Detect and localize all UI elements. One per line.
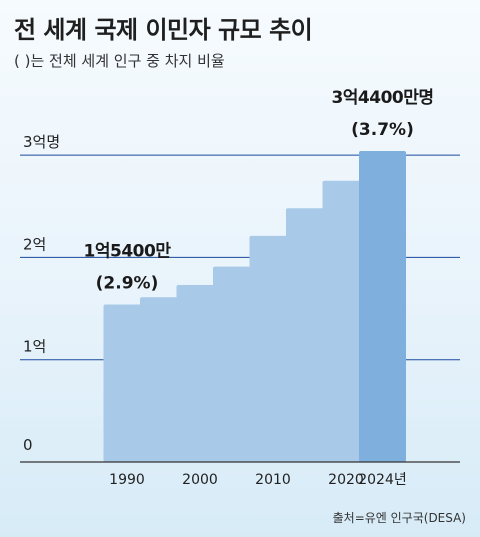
bar bbox=[213, 266, 260, 462]
x-tick-label: 1990 bbox=[109, 472, 145, 488]
bar bbox=[286, 208, 333, 462]
chart-subtitle: ( )는 전체 세계 인구 중 차지 비율 bbox=[14, 52, 225, 70]
share-annotation: (3.7%) bbox=[351, 120, 414, 140]
bar bbox=[176, 285, 224, 462]
bar bbox=[103, 304, 151, 462]
bar bbox=[249, 235, 297, 462]
y-tick-label: 0 bbox=[23, 436, 33, 454]
x-tick-label: 2020 bbox=[328, 472, 364, 488]
value-annotation: 1억5400만 bbox=[84, 241, 172, 261]
chart-title: 전 세계 국제 이민자 규모 추이 bbox=[14, 16, 313, 44]
x-tick-label: 2010 bbox=[255, 472, 291, 488]
x-tick-label: 2000 bbox=[182, 472, 218, 488]
bar bbox=[322, 180, 370, 462]
value-annotation: 3억4400만명 bbox=[331, 88, 433, 108]
share-annotation: (2.9%) bbox=[96, 273, 159, 293]
x-tick-label: 2024년 bbox=[358, 472, 407, 488]
bar bbox=[140, 297, 187, 462]
y-tick-label: 3억명 bbox=[23, 133, 60, 151]
source-note: 출처=유엔 인구국(DESA) bbox=[332, 511, 466, 525]
y-tick-label: 2억 bbox=[23, 235, 46, 253]
bar bbox=[359, 151, 406, 462]
y-tick-label: 1억 bbox=[23, 338, 46, 356]
